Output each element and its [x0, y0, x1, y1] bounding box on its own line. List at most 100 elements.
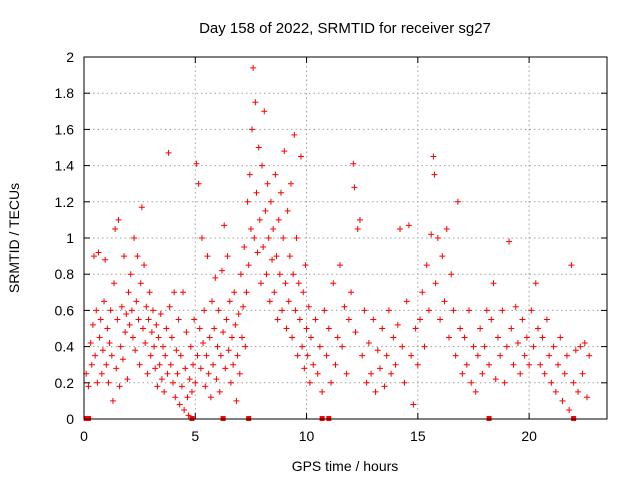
data-point	[143, 303, 150, 310]
data-point	[385, 307, 392, 314]
data-point	[269, 256, 276, 263]
data-point	[508, 325, 515, 332]
data-point	[284, 207, 291, 214]
data-point	[332, 361, 339, 368]
data-point	[532, 280, 539, 287]
data-point	[180, 289, 187, 296]
data-point	[207, 394, 214, 401]
data-point	[348, 289, 355, 296]
data-point	[299, 343, 306, 350]
data-point	[292, 307, 299, 314]
data-point	[341, 303, 348, 310]
data-point	[363, 379, 370, 386]
data-point	[417, 316, 424, 323]
data-point	[187, 343, 194, 350]
data-point	[319, 388, 326, 395]
data-point	[263, 271, 270, 278]
data-point	[310, 361, 317, 368]
data-point	[350, 160, 357, 167]
data-point	[186, 376, 193, 383]
data-point	[148, 329, 155, 336]
data-point	[368, 370, 375, 377]
data-point	[503, 343, 510, 350]
data-point	[232, 321, 239, 328]
data-point	[452, 352, 459, 359]
data-point	[260, 244, 267, 251]
data-point	[93, 307, 100, 314]
data-point	[566, 406, 573, 413]
data-point	[221, 222, 228, 229]
data-point	[153, 321, 160, 328]
data-point	[563, 352, 570, 359]
data-point	[217, 352, 224, 359]
data-point	[439, 253, 446, 260]
data-point	[106, 339, 113, 346]
data-point	[457, 325, 464, 332]
data-point	[149, 307, 156, 314]
data-point	[194, 352, 201, 359]
data-point	[445, 334, 452, 341]
data-point	[89, 321, 96, 328]
data-point	[152, 365, 159, 372]
data-point	[470, 343, 477, 350]
data-point	[213, 376, 220, 383]
data-point	[158, 376, 165, 383]
data-point	[461, 334, 468, 341]
data-point	[581, 339, 588, 346]
data-point	[401, 379, 408, 386]
data-point	[397, 225, 404, 232]
data-point	[372, 388, 379, 395]
data-point	[175, 316, 182, 323]
data-point	[142, 339, 149, 346]
data-point	[154, 383, 161, 390]
data-point	[316, 343, 323, 350]
data-point	[236, 370, 243, 377]
data-point	[239, 334, 246, 341]
data-point	[479, 370, 486, 377]
data-point	[459, 370, 466, 377]
data-point	[425, 307, 432, 314]
data-point	[270, 225, 277, 232]
y-tick-label: 2	[66, 49, 74, 65]
data-point	[339, 343, 346, 350]
data-point	[257, 280, 264, 287]
data-point	[517, 370, 524, 377]
data-point	[240, 303, 247, 310]
data-point	[134, 253, 141, 260]
data-point	[530, 343, 537, 350]
data-point	[165, 149, 172, 156]
data-point	[306, 379, 313, 386]
data-point	[115, 216, 122, 223]
data-point	[408, 352, 415, 359]
y-tick-label: 0	[66, 411, 74, 427]
data-point	[121, 253, 128, 260]
y-tick-label: 0.6	[55, 302, 75, 318]
data-point	[192, 379, 199, 386]
data-point	[432, 280, 439, 287]
data-point	[370, 316, 377, 323]
data-point	[185, 412, 192, 419]
data-point	[197, 365, 204, 372]
data-point	[94, 379, 101, 386]
y-tick-label: 0.2	[55, 375, 75, 391]
data-point	[235, 311, 242, 318]
data-point	[163, 325, 170, 332]
data-point	[291, 131, 298, 138]
data-point	[286, 253, 293, 260]
data-point	[276, 271, 283, 278]
data-point	[421, 343, 428, 350]
data-point	[443, 225, 450, 232]
data-point	[151, 343, 158, 350]
data-point	[305, 303, 312, 310]
data-point	[282, 280, 289, 287]
data-point	[220, 329, 227, 336]
data-point	[273, 253, 280, 260]
data-point	[294, 352, 301, 359]
data-point	[105, 379, 112, 386]
data-point	[351, 184, 358, 191]
data-point	[283, 325, 290, 332]
data-point	[223, 316, 230, 323]
data-point	[488, 316, 495, 323]
data-point	[167, 361, 174, 368]
data-point	[243, 289, 250, 296]
